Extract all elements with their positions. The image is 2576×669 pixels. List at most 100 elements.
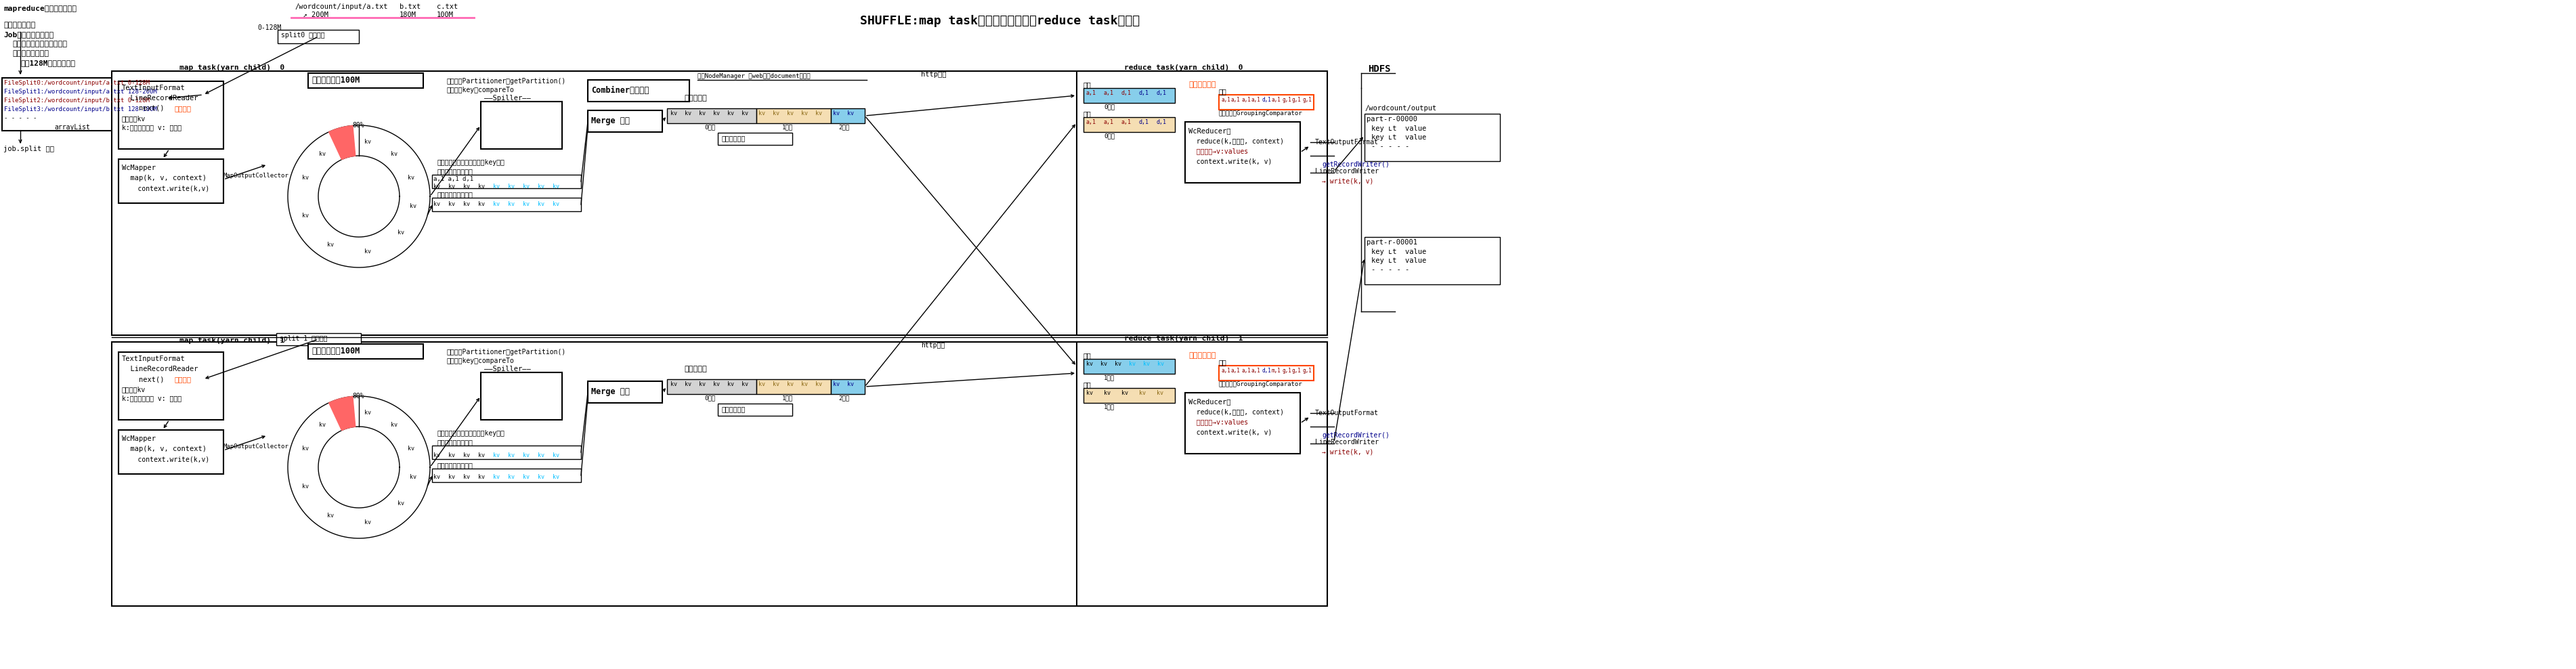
Text: kv: kv: [698, 110, 706, 116]
Text: a,1: a,1: [1252, 97, 1260, 103]
Text: a,1 a,1 d,1: a,1 a,1 d,1: [433, 176, 474, 182]
Bar: [832, 379, 866, 394]
Text: g,1: g,1: [1293, 97, 1301, 103]
Polygon shape: [319, 427, 399, 508]
Text: kv: kv: [817, 110, 822, 116]
Text: kv: kv: [714, 110, 719, 116]
Text: a,1: a,1: [1087, 119, 1097, 125]
Text: 环形缓冲区：100M: 环形缓冲区：100M: [312, 76, 361, 85]
Text: context.write(k, v): context.write(k, v): [1188, 429, 1273, 436]
Text: part-r-00000: part-r-00000: [1365, 116, 1417, 122]
Text: kv: kv: [479, 474, 484, 480]
Text: a,1: a,1: [1103, 119, 1113, 125]
Text: 溢出文件，本地磁盘: 溢出文件，本地磁盘: [438, 439, 471, 446]
Text: kv: kv: [479, 183, 484, 189]
Text: WcMapper: WcMapper: [121, 165, 155, 171]
Text: WcReducer类: WcReducer类: [1188, 398, 1231, 405]
Text: kv: kv: [1157, 390, 1164, 396]
Bar: [118, 81, 224, 149]
Text: SHUFFLE:map task生成的数据传输给reduce task的过程: SHUFFLE:map task生成的数据传输给reduce task的过程: [860, 15, 1139, 27]
Text: kv: kv: [507, 452, 515, 458]
Text: FileSplit3:/wordcount/input/b.txt 128-180M: FileSplit3:/wordcount/input/b.txt 128-18…: [5, 106, 157, 112]
Text: 排序：按key的compareTo: 排序：按key的compareTo: [448, 357, 515, 365]
Text: kv: kv: [433, 452, 440, 458]
Text: 0号组: 0号组: [1103, 104, 1115, 110]
Text: kv: kv: [773, 110, 781, 116]
Text: getRecordWriter(): getRecordWriter(): [1321, 161, 1388, 168]
Text: 180M: 180M: [399, 11, 417, 18]
Text: - - - - -: - - - - -: [1370, 266, 1409, 273]
Text: kv: kv: [685, 381, 690, 387]
Text: kv: kv: [464, 452, 469, 458]
Text: 区号小的在前面；同区中按key有序: 区号小的在前面；同区中按key有序: [438, 430, 505, 437]
Text: /wordcount/input/a.txt: /wordcount/input/a.txt: [294, 3, 386, 10]
Text: → write(k, v): → write(k, v): [1321, 448, 1373, 455]
Text: job.split 文件: job.split 文件: [3, 146, 54, 153]
Text: g,1: g,1: [1283, 97, 1291, 103]
Text: LineRecordWriter: LineRecordWriter: [1316, 168, 1378, 175]
Text: kv: kv: [832, 381, 840, 387]
Text: kv: kv: [801, 110, 809, 116]
Text: 分区索引文件: 分区索引文件: [721, 134, 744, 142]
Text: 扫描输入目录中的所有文件: 扫描输入目录中的所有文件: [13, 41, 67, 47]
Bar: [309, 73, 422, 88]
Text: LineRecordWriter: LineRecordWriter: [1316, 439, 1378, 446]
Text: context.write(k, v): context.write(k, v): [1188, 158, 1273, 165]
Text: kv: kv: [392, 151, 397, 157]
Bar: [757, 108, 832, 123]
Text: kv: kv: [554, 452, 559, 458]
Text: reduce task(yarn child)  0: reduce task(yarn child) 0: [1123, 64, 1244, 71]
Bar: [667, 379, 757, 394]
Text: 文件: 文件: [1084, 110, 1092, 117]
Text: TextInputFormat: TextInputFormat: [121, 85, 185, 92]
Text: kv: kv: [670, 110, 677, 116]
Text: kv: kv: [523, 183, 531, 189]
Text: reduce(k,迭代器, context): reduce(k,迭代器, context): [1188, 408, 1283, 415]
Text: d,1: d,1: [1157, 119, 1167, 125]
Bar: [118, 159, 224, 203]
Text: d,1: d,1: [1121, 90, 1131, 96]
Text: kv: kv: [1157, 361, 1164, 367]
Text: kv: kv: [433, 183, 440, 189]
Text: 0号组: 0号组: [1103, 132, 1115, 138]
Text: kv: kv: [554, 474, 559, 480]
Bar: [482, 373, 562, 420]
Text: m,1: m,1: [1273, 368, 1280, 374]
Text: kv: kv: [538, 201, 544, 207]
Text: kv: kv: [301, 175, 309, 181]
Text: kv: kv: [492, 452, 500, 458]
Text: a,1: a,1: [1103, 90, 1113, 96]
Text: LineRecordReader: LineRecordReader: [121, 366, 198, 373]
Bar: [309, 344, 422, 359]
Text: k:行起始偏移量 v: 行内容: k:行起始偏移量 v: 行内容: [121, 395, 180, 401]
Text: kv: kv: [492, 201, 500, 207]
Text: a,1: a,1: [1252, 368, 1260, 374]
Text: kv: kv: [392, 421, 397, 427]
Text: d,1: d,1: [1262, 97, 1270, 103]
Text: kv: kv: [554, 201, 559, 207]
Text: 反复调用: 反复调用: [175, 105, 191, 112]
Text: a,1: a,1: [1273, 97, 1280, 103]
Text: kv: kv: [507, 201, 515, 207]
Text: kv: kv: [448, 201, 456, 207]
Text: d,1: d,1: [1262, 368, 1270, 374]
Text: kv: kv: [670, 381, 677, 387]
Text: 溢出文件，本地磁盘: 溢出文件，本地磁盘: [438, 168, 471, 175]
Text: kv: kv: [507, 474, 515, 480]
Text: kv: kv: [714, 381, 719, 387]
Text: 分区且有序: 分区且有序: [685, 95, 706, 102]
Text: kv: kv: [742, 110, 747, 116]
Text: WcMapper: WcMapper: [121, 436, 155, 442]
Text: kv: kv: [366, 409, 371, 415]
Bar: [278, 30, 358, 43]
Bar: [1084, 88, 1175, 103]
Bar: [433, 468, 582, 482]
Text: 1号区: 1号区: [783, 124, 793, 130]
Text: 1号组: 1号组: [1103, 375, 1115, 381]
Text: 分区：按Partitioner的getPartition(): 分区：按Partitioner的getPartition(): [448, 349, 567, 355]
Text: context.write(k,v): context.write(k,v): [121, 456, 209, 462]
Text: 排序：按key的compareTo: 排序：按key的compareTo: [448, 87, 515, 94]
Text: key ʟt  value: key ʟt value: [1370, 134, 1427, 141]
Text: k:行起始偏移量 v: 行内容: k:行起始偏移量 v: 行内容: [121, 124, 180, 130]
Text: kv: kv: [492, 474, 500, 480]
